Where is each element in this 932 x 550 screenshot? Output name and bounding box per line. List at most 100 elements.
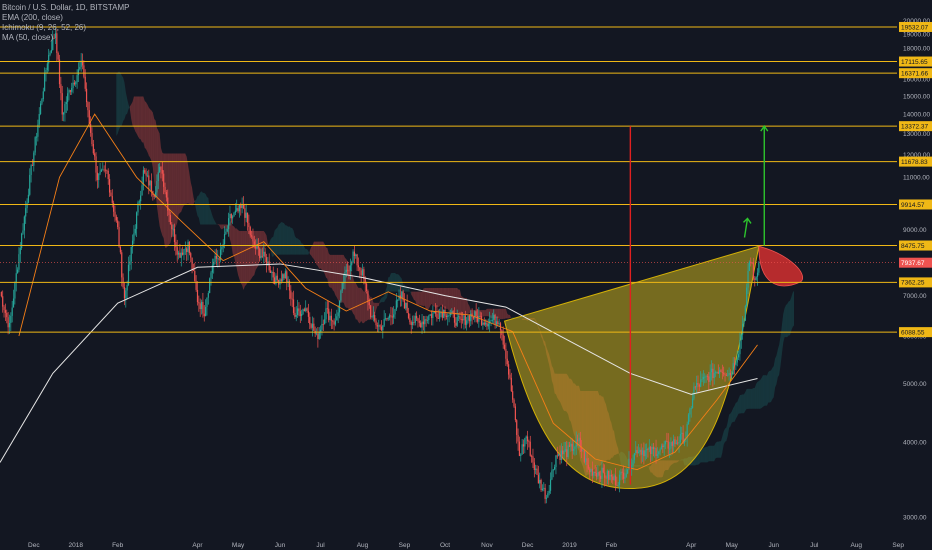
candle-body (743, 320, 745, 324)
y-tick-label: 18000.00 (903, 46, 930, 53)
cloud-segment (193, 196, 195, 205)
candle-body (272, 271, 274, 278)
candle-body (710, 368, 713, 373)
candle-body (145, 172, 147, 176)
candle-body (284, 271, 287, 279)
candle-body (452, 311, 454, 314)
candle-body (38, 114, 40, 125)
cloud-segment (185, 153, 187, 206)
cloud-segment (761, 375, 763, 409)
cloud-segment (219, 224, 221, 229)
candle-body (188, 241, 190, 254)
cloud-segment (714, 442, 716, 462)
candle-body (628, 458, 630, 470)
cloud-segment (293, 230, 295, 255)
cloud-segment (377, 302, 379, 307)
candle-body (218, 258, 220, 261)
cloud-segment (281, 222, 283, 255)
cloud-segment (330, 254, 332, 288)
cloud-segment (136, 96, 138, 137)
candle-body (153, 195, 155, 197)
candle-body (724, 374, 726, 376)
cloud-segment (459, 289, 462, 316)
candle-body (417, 318, 419, 322)
candle-body (673, 439, 675, 446)
candle-body (131, 240, 134, 247)
candle-body (531, 455, 533, 457)
cloud-segment (143, 96, 145, 148)
candle-body (192, 270, 195, 271)
x-tick-label: Jul (316, 542, 325, 549)
candle-body (677, 442, 679, 444)
candle-body (621, 471, 623, 473)
cloud-segment (461, 295, 463, 316)
cloud-segment (165, 153, 167, 248)
candle-body (651, 446, 653, 455)
candle-body (75, 82, 77, 85)
cloud-segment (178, 153, 180, 215)
y-tick-label: 9000.00 (903, 227, 927, 234)
candle-body (298, 308, 300, 312)
candle-body (107, 170, 109, 180)
cloud-segment (201, 191, 203, 225)
ichimoku-legend-item[interactable]: Ichimoku (9, 26, 52, 26) (2, 23, 87, 32)
y-tick-label: 11000.00 (903, 175, 930, 182)
candle-body (487, 323, 489, 327)
candle-body (321, 323, 323, 330)
candle-body (746, 287, 748, 306)
candle-body (168, 210, 170, 215)
ma-legend-item[interactable]: MA (50, close) (2, 33, 54, 42)
candle-body (340, 290, 342, 301)
ema-legend-item[interactable]: EMA (200, close) (2, 13, 63, 22)
x-tick-label: Oct (440, 542, 450, 549)
y-tick-label: 4000.00 (903, 439, 927, 446)
candle-body (238, 205, 241, 212)
cloud-segment (282, 222, 285, 255)
cloud-segment (300, 240, 302, 255)
candle-body (104, 169, 107, 171)
cloud-segment (197, 195, 199, 218)
candle-body (636, 450, 638, 454)
candle-body (689, 409, 691, 415)
candle-body (257, 245, 259, 249)
symbol-title[interactable]: Bitcoin / U.S. Dollar, 1D, BITSTAMP (2, 3, 130, 12)
candle-body (602, 467, 604, 473)
candle-body (16, 269, 19, 274)
candle-body (678, 441, 680, 444)
candle-body (382, 325, 384, 331)
cloud-segment (388, 276, 390, 292)
candle-body (183, 249, 185, 255)
cloud-segment (166, 153, 168, 248)
candle-body (598, 472, 600, 476)
candle-body (509, 374, 511, 378)
candle-body (368, 302, 370, 306)
cloud-segment (738, 395, 740, 414)
cloud-segment (443, 287, 446, 309)
cloud-segment (274, 228, 276, 255)
cloud-segment (142, 96, 144, 143)
cloud-segment (117, 71, 120, 134)
candle-body (560, 450, 562, 461)
cloud-segment (500, 308, 502, 320)
cloud-segment (284, 223, 286, 255)
cloud-segment (466, 297, 469, 315)
cloud-segment (409, 291, 412, 295)
candle-body (563, 450, 565, 455)
cloud-segment (362, 289, 364, 324)
candle-body (455, 322, 457, 326)
candle-body (644, 450, 646, 457)
cloud-segment (186, 156, 189, 204)
cloud-segment (376, 302, 378, 311)
cloud-segment (140, 96, 143, 143)
candle-body (10, 315, 12, 323)
cloud-segment (270, 237, 272, 257)
cloud-segment (359, 287, 362, 324)
candle-body (91, 132, 93, 144)
cloud-segment (411, 291, 413, 298)
cloud-segment (760, 377, 762, 409)
cloud-segment (783, 308, 785, 344)
cloud-segment (328, 253, 331, 288)
candle-body (480, 316, 483, 325)
candle-body (383, 318, 385, 326)
